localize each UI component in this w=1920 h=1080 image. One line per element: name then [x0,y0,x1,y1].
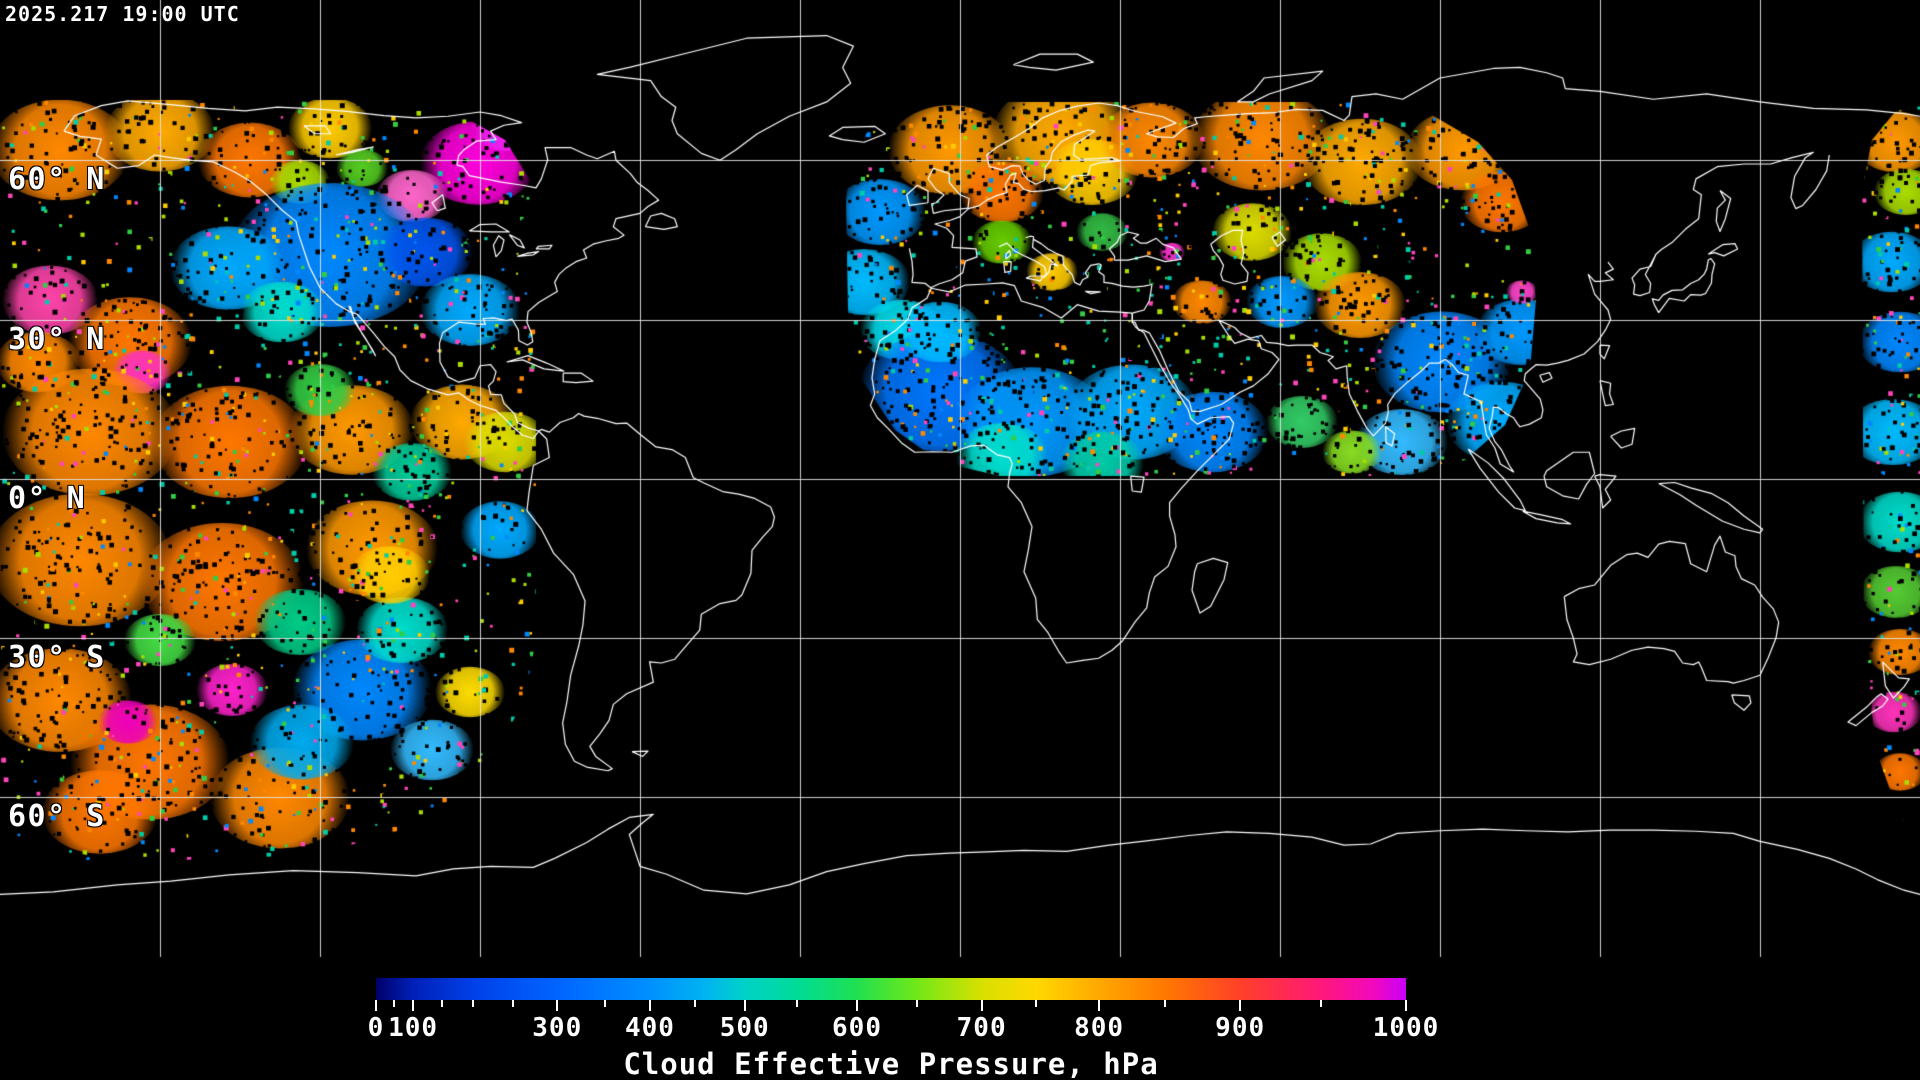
colorbar-label-500: 500 [719,1013,770,1043]
colorbar-tick-650 [916,1000,918,1007]
colorbar-tick-250 [512,1000,514,1007]
colorbar-tick-100 [412,1000,414,1011]
colorbar: 0 100 300 400 500 600 700 800 900 1000 Cloud Effe… [368,978,1438,1080]
colorbar-tick-1000 [1405,1000,1407,1011]
colorbar-tick-150 [441,1000,443,1007]
colorbar-tick-900 [1239,1000,1241,1011]
colorbar-label-600: 600 [832,1013,882,1043]
lat-label-60N: 60° N [8,162,106,198]
colorbar-tick-950 [1320,1000,1322,1007]
colorbar-tick-500 [744,1000,746,1011]
colorbar-caption: Cloud Effective Pressure, hPa [623,1047,1159,1080]
colorbar-label-100: 100 [388,1013,439,1043]
colorbar-tick-750 [1035,1000,1037,1007]
colorbar-label-0: 0 [367,1013,385,1043]
colorbar-label-1000: 1000 [1372,1013,1440,1043]
colorbar-tick-200 [472,1000,474,1007]
timestamp-label: 2025.217 19:00 UTC [5,2,240,26]
colorbar-gradient [376,978,1406,1000]
lat-label-60S: 60° S [8,799,106,835]
colorbar-label-400: 400 [624,1013,675,1043]
colorbar-label-300: 300 [532,1013,583,1043]
colorbar-tick-0 [375,1000,377,1011]
colorbar-tick-800 [1098,1000,1100,1011]
lat-label-30S: 30° S [8,640,106,676]
colorbar-tick-400 [649,1000,651,1011]
colorbar-tick-550 [796,1000,798,1007]
colorbar-tick-50 [393,1000,395,1007]
colorbar-label-800: 800 [1074,1013,1125,1043]
colorbar-label-700: 700 [956,1013,1007,1043]
colorbar-label-900: 900 [1215,1013,1266,1043]
lat-label-30N: 30° N [8,321,106,357]
lat-label-0N: 0° N [8,480,87,516]
colorbar-tick-700 [981,1000,983,1011]
colorbar-tick-600 [856,1000,858,1011]
colorbar-tick-450 [694,1000,696,1007]
colorbar-tick-300 [556,1000,558,1011]
colorbar-tick-350 [604,1000,606,1007]
colorbar-tick-850 [1164,1000,1166,1007]
